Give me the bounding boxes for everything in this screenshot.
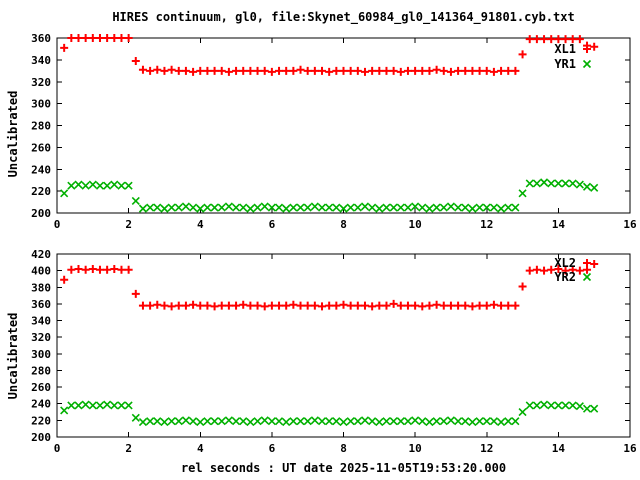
svg-text:14: 14 [552,442,566,455]
svg-text:4: 4 [197,218,204,231]
svg-text:14: 14 [552,218,566,231]
y-axis-label-top: Uncalibrated [6,90,20,178]
svg-text:8: 8 [340,218,347,231]
svg-text:280: 280 [31,120,51,133]
svg-text:380: 380 [31,281,51,294]
svg-text:16: 16 [623,218,637,231]
chart-title: HIRES continuum, gl0, file:Skynet_60984_… [112,10,575,24]
svg-text:8: 8 [340,442,347,455]
svg-text:320: 320 [31,76,51,89]
svg-text:0: 0 [54,218,61,231]
svg-text:340: 340 [31,54,51,67]
svg-text:300: 300 [31,98,51,111]
svg-text:2: 2 [125,218,132,231]
svg-text:240: 240 [31,163,51,176]
legend-label-yr2: YR2 [554,270,576,284]
svg-text:6: 6 [269,218,276,231]
svg-text:260: 260 [31,141,51,154]
svg-text:10: 10 [409,442,422,455]
svg-text:360: 360 [31,32,51,45]
svg-text:260: 260 [31,381,51,394]
svg-text:10: 10 [409,218,422,231]
svg-text:340: 340 [31,315,51,328]
svg-text:280: 280 [31,364,51,377]
svg-text:16: 16 [623,442,637,455]
x-axis-label: rel seconds : UT date 2025-11-05T19:53:2… [180,461,507,475]
svg-text:320: 320 [31,331,51,344]
svg-text:2: 2 [125,442,132,455]
svg-text:200: 200 [31,431,51,444]
svg-text:4: 4 [197,442,204,455]
svg-text:300: 300 [31,348,51,361]
svg-text:220: 220 [31,185,51,198]
svg-text:6: 6 [269,442,276,455]
svg-text:200: 200 [31,207,51,220]
svg-text:420: 420 [31,248,51,261]
legend-label-xl1: XL1 [554,42,576,56]
svg-text:240: 240 [31,398,51,411]
svg-text:0: 0 [54,442,61,455]
svg-text:12: 12 [480,442,493,455]
svg-text:12: 12 [480,218,493,231]
svg-text:400: 400 [31,265,51,278]
legend-label-xl2: XL2 [554,256,576,270]
svg-text:220: 220 [31,414,51,427]
svg-text:360: 360 [31,298,51,311]
y-axis-label-bottom: Uncalibrated [6,312,20,400]
legend-label-yr1: YR1 [554,57,576,71]
